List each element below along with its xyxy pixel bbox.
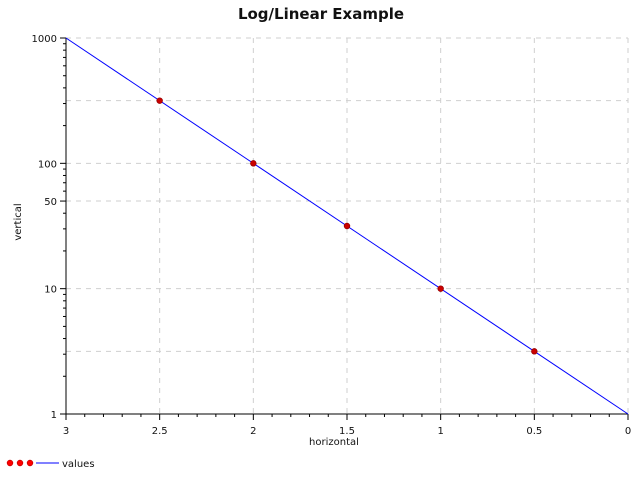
series-point-values [343, 222, 351, 230]
x-tick-label: 2 [250, 426, 256, 437]
axes-layer [60, 37, 629, 420]
series-point-values [531, 348, 538, 355]
y-tick-label: 1000 [32, 34, 57, 45]
x-tick-label: 0 [625, 426, 631, 437]
x-tick-label: 0.5 [526, 426, 542, 437]
y-tick-label: 100 [38, 159, 57, 170]
y-tick-label: 50 [44, 197, 57, 208]
series-point-values [250, 160, 257, 167]
x-tick-labels: 3 2.5 2 1.5 1 0.5 0 [63, 426, 631, 437]
legend-marker [6, 459, 14, 467]
x-tick-label: 1 [437, 426, 443, 437]
series-point-values [437, 285, 444, 292]
legend: values [6, 459, 95, 470]
legend-series-label: values [62, 459, 95, 470]
plot-layer [65, 37, 629, 415]
legend-marker [16, 459, 24, 467]
x-tick-label: 3 [63, 426, 69, 437]
x-tick-label: 2.5 [152, 426, 168, 437]
series-point-values [156, 97, 163, 104]
legend-marker-group [6, 459, 34, 467]
y-tick-label: 1 [51, 410, 57, 421]
legend-marker [26, 459, 34, 467]
x-tick-label: 1.5 [339, 426, 355, 437]
y-tick-label: 10 [44, 285, 57, 296]
x-axis-label: horizontal [309, 437, 359, 448]
y-tick-labels: 1 10 50 100 1000 [32, 34, 57, 421]
chart-title: Log/Linear Example [238, 5, 404, 23]
y-axis-label: vertical [13, 203, 24, 240]
